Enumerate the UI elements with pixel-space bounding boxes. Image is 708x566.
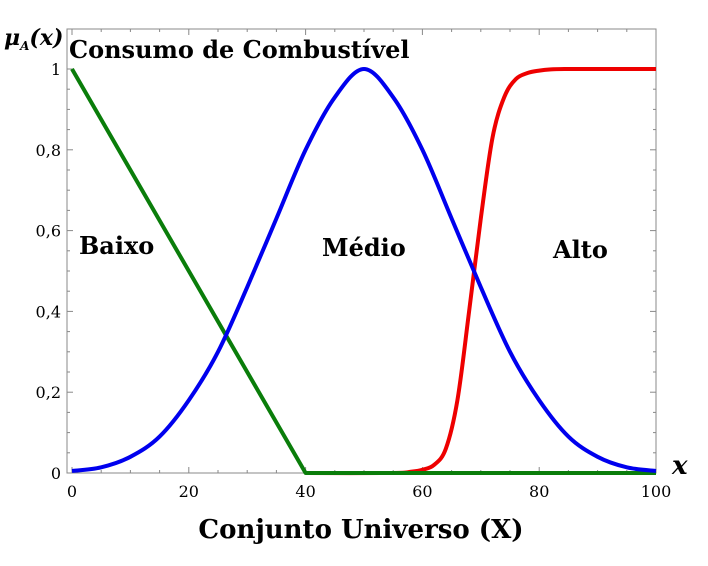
y-axis-label-main: μ <box>4 25 20 51</box>
series-layer <box>70 66 657 476</box>
x-axis-label: Conjunto Universo (X) <box>198 515 523 545</box>
region-label-medio: Médio <box>322 233 406 262</box>
y-tick-label: 0,8 <box>36 141 61 160</box>
x-tick-label: 80 <box>529 482 549 501</box>
y-axis-label-sub: A <box>19 39 29 53</box>
y-tick-label: 0 <box>51 464 61 483</box>
region-label-baixo: Baixo <box>79 231 154 260</box>
y-axis-label: μA(x) <box>4 25 63 53</box>
y-axis-label-arg: (x) <box>29 25 63 51</box>
region-label-alto: Alto <box>552 235 608 264</box>
y-tick-label: 0,6 <box>36 222 61 241</box>
series-line-alto <box>305 66 656 476</box>
x-tick-label: 0 <box>67 482 77 501</box>
y-tick-label: 0,2 <box>36 383 61 402</box>
chart-title: Consumo de Combustível <box>69 35 409 64</box>
y-tick-label: 0,4 <box>36 302 61 321</box>
x-axis-symbol: x <box>671 451 688 481</box>
x-tick-label: 60 <box>412 482 432 501</box>
x-tick-label: 100 <box>641 482 672 501</box>
x-tick-label: 20 <box>179 482 199 501</box>
series-line-baixo <box>70 67 656 475</box>
x-tick-label: 40 <box>295 482 315 501</box>
y-tick-label: 1 <box>51 60 61 79</box>
ticks-group: 0 20 40 60 80 100 0 0,2 0,4 0,6 0,8 1 <box>36 29 672 501</box>
series-line-medio <box>71 67 657 473</box>
